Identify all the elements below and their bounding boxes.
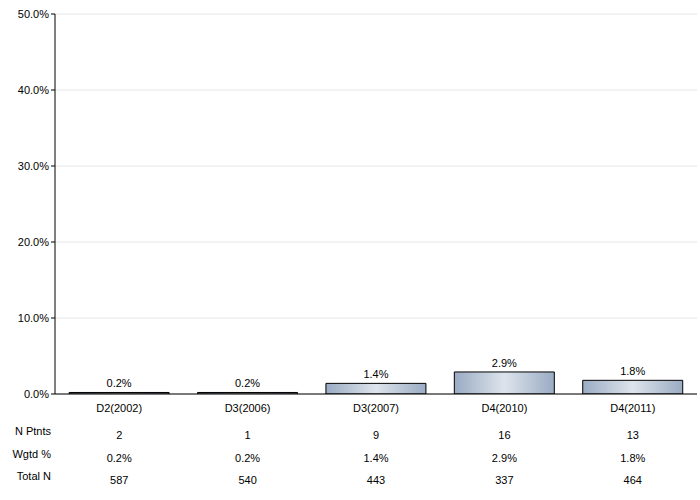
svg-text:13: 13: [627, 429, 639, 441]
svg-text:D4(2010): D4(2010): [481, 402, 527, 414]
svg-text:337: 337: [495, 474, 513, 486]
svg-text:1.8%: 1.8%: [620, 452, 645, 464]
svg-text:464: 464: [624, 474, 642, 486]
svg-text:1: 1: [245, 429, 251, 441]
svg-text:D3(2006): D3(2006): [225, 402, 271, 414]
svg-text:Total N: Total N: [17, 470, 51, 482]
svg-text:D3(2007): D3(2007): [353, 402, 399, 414]
svg-text:40.0%: 40.0%: [18, 84, 49, 96]
svg-text:540: 540: [238, 474, 256, 486]
svg-text:10.0%: 10.0%: [18, 312, 49, 324]
svg-text:D4(2011): D4(2011): [610, 402, 655, 414]
svg-text:2: 2: [116, 429, 122, 441]
svg-text:50.0%: 50.0%: [18, 8, 49, 20]
svg-text:9: 9: [373, 429, 379, 441]
svg-text:1.4%: 1.4%: [363, 452, 388, 464]
svg-text:N Ptnts: N Ptnts: [15, 425, 52, 437]
svg-text:D2(2002): D2(2002): [96, 402, 142, 414]
svg-text:16: 16: [498, 429, 510, 441]
svg-text:Wgtd %: Wgtd %: [12, 448, 51, 460]
svg-text:30.0%: 30.0%: [18, 160, 49, 172]
svg-text:20.0%: 20.0%: [18, 236, 49, 248]
svg-text:2.9%: 2.9%: [492, 357, 517, 369]
svg-text:0.0%: 0.0%: [24, 388, 49, 400]
svg-text:0.2%: 0.2%: [107, 377, 132, 389]
svg-text:1.4%: 1.4%: [363, 368, 388, 380]
svg-text:443: 443: [367, 474, 385, 486]
svg-text:587: 587: [110, 474, 128, 486]
svg-text:2.9%: 2.9%: [492, 452, 517, 464]
svg-text:0.2%: 0.2%: [235, 377, 260, 389]
svg-text:0.2%: 0.2%: [235, 452, 260, 464]
svg-text:1.8%: 1.8%: [620, 365, 645, 377]
svg-text:0.2%: 0.2%: [107, 452, 132, 464]
